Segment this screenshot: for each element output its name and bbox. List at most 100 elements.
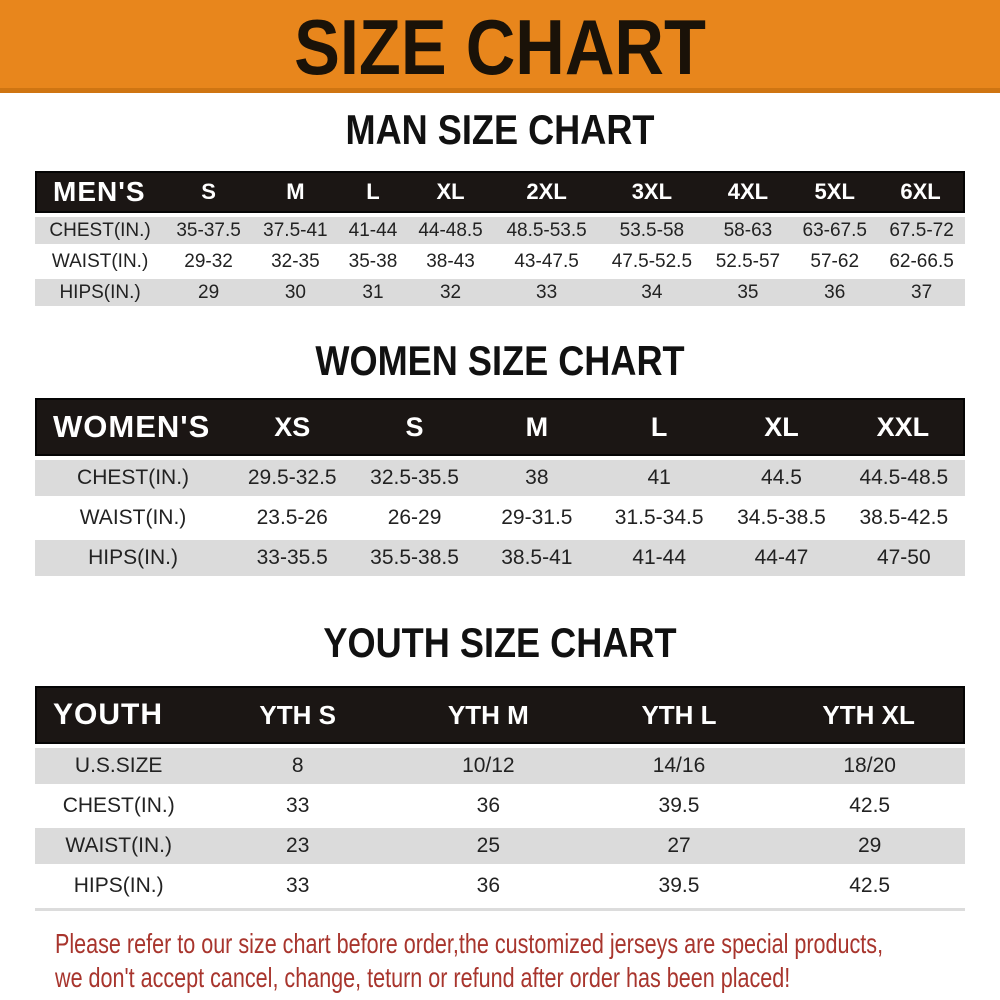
mens-header-row: MEN'S S M L XL 2XL 3XL 4XL 5XL 6XL (35, 171, 965, 213)
youth-column-header-0: YTH S (202, 686, 394, 744)
youth-value-1-0: 33 (202, 788, 394, 824)
disclaimer-text: Please refer to our size chart before or… (55, 927, 1000, 995)
womens-value-1-4: 34.5-38.5 (720, 500, 843, 536)
youth-value-3-3: 42.5 (774, 868, 965, 904)
youth-column-header-2: YTH L (583, 686, 775, 744)
disclaimer-line-2: we don't accept cancel, change, teturn o… (55, 962, 791, 993)
womens-value-0-5: 44.5-48.5 (842, 460, 965, 496)
mens-value-1-6: 52.5-57 (704, 248, 792, 275)
womens-value-2-1: 35.5-38.5 (353, 540, 476, 576)
mens-value-2-4: 33 (493, 279, 600, 306)
youth-size-chart-title: YOUTH SIZE CHART (323, 619, 677, 666)
womens-row-label-1: WAIST(IN.) (35, 500, 232, 536)
womens-header-row: WOMEN'S XS S M L XL XXL (35, 398, 965, 456)
mens-value-2-2: 31 (338, 279, 408, 306)
mens-value-1-4: 43-47.5 (493, 248, 600, 275)
mens-row-label-1: WAIST(IN.) (35, 248, 166, 275)
mens-value-1-5: 47.5-52.5 (599, 248, 705, 275)
size-chart-title: SIZE CHART (294, 2, 706, 91)
youth-row-label-0: U.S.SIZE (35, 748, 203, 784)
mens-row-1: WAIST(IN.) 29-32 32-35 35-38 38-43 43-47.5 47.… (35, 248, 965, 275)
womens-value-2-3: 41-44 (598, 540, 721, 576)
womens-value-0-4: 44.5 (720, 460, 843, 496)
mens-value-1-8: 62-66.5 (878, 248, 965, 275)
mens-value-0-4: 48.5-53.5 (493, 217, 600, 244)
womens-row-label-2: HIPS(IN.) (35, 540, 232, 576)
mens-value-2-3: 32 (407, 279, 494, 306)
womens-row-1: WAIST(IN.) 23.5-26 26-29 29-31.5 31.5-34.5 34… (35, 500, 965, 536)
mens-column-header-0: S (165, 171, 252, 213)
mens-header-label: MEN'S (35, 171, 166, 213)
mens-column-header-8: 6XL (878, 171, 965, 213)
youth-row-label-3: HIPS(IN.) (35, 868, 203, 904)
youth-value-2-3: 29 (774, 828, 965, 864)
youth-header-row: YOUTH YTH S YTH M YTH L YTH XL (35, 686, 965, 744)
womens-column-header-3: L (598, 398, 721, 456)
mens-column-header-1: M (252, 171, 339, 213)
youth-value-0-3: 18/20 (774, 748, 965, 784)
youth-size-table: YOUTH YTH S YTH M YTH L YTH XL U.S.SIZE 8 10/12… (35, 682, 965, 911)
mens-value-0-2: 41-44 (338, 217, 408, 244)
youth-value-2-1: 25 (393, 828, 584, 864)
youth-column-header-1: YTH M (393, 686, 584, 744)
youth-value-0-0: 8 (202, 748, 394, 784)
mens-row-label-0: CHEST(IN.) (35, 217, 166, 244)
youth-value-3-1: 36 (393, 868, 584, 904)
youth-value-1-1: 36 (393, 788, 584, 824)
mens-value-2-7: 36 (791, 279, 879, 306)
youth-row-1: CHEST(IN.) 33 36 39.5 42.5 (35, 788, 965, 824)
mens-value-0-6: 58-63 (704, 217, 792, 244)
womens-column-header-1: S (353, 398, 476, 456)
mens-value-1-2: 35-38 (338, 248, 408, 275)
mens-value-2-8: 37 (878, 279, 965, 306)
womens-column-header-4: XL (720, 398, 843, 456)
womens-value-1-1: 26-29 (353, 500, 476, 536)
mens-column-header-6: 4XL (704, 171, 792, 213)
womens-row-label-0: CHEST(IN.) (35, 460, 232, 496)
womens-value-0-0: 29.5-32.5 (231, 460, 354, 496)
mens-column-header-7: 5XL (791, 171, 879, 213)
youth-row-label-2: WAIST(IN.) (35, 828, 203, 864)
mens-value-0-3: 44-48.5 (407, 217, 494, 244)
womens-row-0: CHEST(IN.) 29.5-32.5 32.5-35.5 38 41 44.5 44.5… (35, 460, 965, 496)
youth-value-3-2: 39.5 (583, 868, 775, 904)
womens-value-2-5: 47-50 (842, 540, 965, 576)
mens-value-0-0: 35-37.5 (165, 217, 252, 244)
womens-value-2-2: 38.5-41 (475, 540, 599, 576)
womens-value-2-0: 33-35.5 (231, 540, 354, 576)
mens-value-0-7: 63-67.5 (791, 217, 879, 244)
womens-value-1-3: 31.5-34.5 (598, 500, 721, 536)
womens-header-label: WOMEN'S (35, 398, 232, 456)
youth-value-3-0: 33 (202, 868, 394, 904)
mens-value-1-3: 38-43 (407, 248, 494, 275)
youth-value-1-2: 39.5 (583, 788, 775, 824)
mens-column-header-5: 3XL (599, 171, 705, 213)
size-chart-banner: SIZE CHART (0, 0, 1000, 93)
womens-value-1-5: 38.5-42.5 (842, 500, 965, 536)
womens-value-0-3: 41 (598, 460, 721, 496)
women-size-chart-title: WOMEN SIZE CHART (315, 337, 685, 384)
mens-value-1-0: 29-32 (165, 248, 252, 275)
youth-row-0: U.S.SIZE 8 10/12 14/16 18/20 (35, 748, 965, 784)
youth-header-label: YOUTH (35, 686, 203, 744)
youth-value-0-2: 14/16 (583, 748, 775, 784)
youth-row-2: WAIST(IN.) 23 25 27 29 (35, 828, 965, 864)
youth-row-3: HIPS(IN.) 33 36 39.5 42.5 (35, 868, 965, 904)
womens-value-0-1: 32.5-35.5 (353, 460, 476, 496)
womens-column-header-2: M (475, 398, 599, 456)
mens-column-header-4: 2XL (493, 171, 600, 213)
youth-value-1-3: 42.5 (774, 788, 965, 824)
youth-value-2-2: 27 (583, 828, 775, 864)
womens-column-header-0: XS (231, 398, 354, 456)
man-size-chart-title: MAN SIZE CHART (345, 106, 655, 153)
mens-row-2: HIPS(IN.) 29 30 31 32 33 34 35 36 37 (35, 279, 965, 306)
youth-value-0-1: 10/12 (393, 748, 584, 784)
womens-row-2: HIPS(IN.) 33-35.5 35.5-38.5 38.5-41 41-44 44-… (35, 540, 965, 576)
womens-value-2-4: 44-47 (720, 540, 843, 576)
womens-column-header-5: XXL (842, 398, 965, 456)
mens-value-0-5: 53.5-58 (599, 217, 705, 244)
mens-value-2-6: 35 (704, 279, 792, 306)
mens-value-1-1: 32-35 (252, 248, 339, 275)
mens-value-0-8: 67.5-72 (878, 217, 965, 244)
womens-size-table: WOMEN'S XS S M L XL XXL CHEST(IN.) 29.5-32.5 32.5… (35, 394, 965, 580)
